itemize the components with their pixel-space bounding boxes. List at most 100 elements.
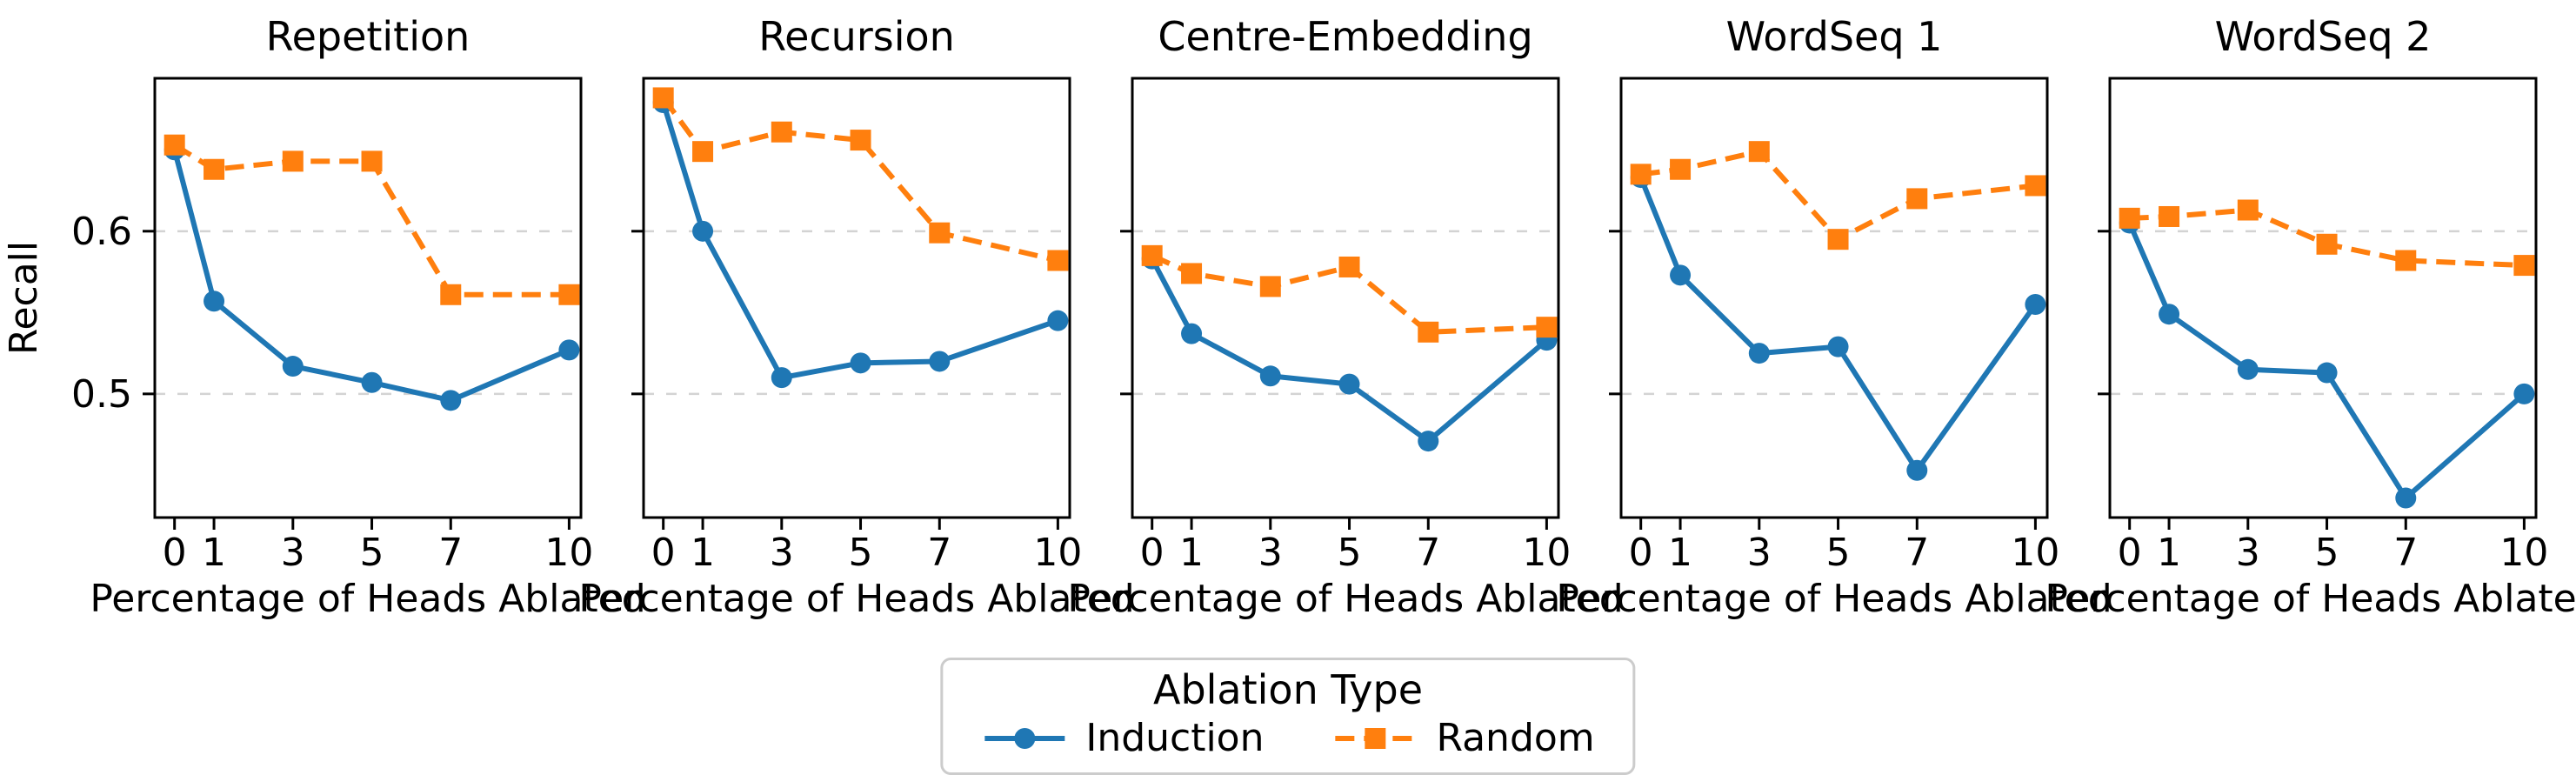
x-tick-label: 7	[438, 531, 463, 575]
x-tick-label: 10	[2499, 531, 2548, 575]
plot-border	[1619, 77, 2049, 519]
random-line	[661, 96, 1059, 264]
x-axis-label: Percentage of Heads Ablated	[2045, 577, 2576, 621]
induction-data-point-marker	[1670, 264, 1692, 286]
induction-data-point-marker	[204, 291, 225, 312]
x-axis-label: Percentage of Heads Ablated	[1067, 577, 1623, 621]
x-tick-label: 7	[927, 531, 951, 575]
x-tick-label: 0	[1629, 531, 1653, 575]
induction-data-point-marker	[1047, 310, 1069, 331]
plot-border	[153, 77, 583, 519]
random-data-point-marker	[1906, 188, 1928, 210]
random-data-point-marker	[652, 87, 674, 109]
x-tick-label: 1	[691, 531, 715, 575]
subplot-wordseq-2: 0 1 3 5 7 10 WordSeq 2 Percentage of Heads Abla…	[2045, 13, 2576, 621]
legend-sample-marker	[1365, 727, 1386, 749]
random-data-point-marker	[2316, 233, 2338, 255]
random-data-point-marker	[164, 134, 185, 156]
x-axis-label: Percentage of Heads Ablated	[90, 577, 645, 621]
x-tick-label: 3	[2236, 531, 2260, 575]
induction-data-point-marker	[2395, 487, 2417, 509]
induction-data-point-marker	[1338, 373, 1360, 395]
plot-border	[642, 77, 1071, 519]
x-tick-label: 5	[360, 531, 384, 575]
legend-entry-label: Induction	[1085, 716, 1265, 760]
induction-data-point-marker	[361, 371, 383, 393]
subplot-wordseq-1: 0 1 3 5 7 10 WordSeq 1 Percentage of Heads Abla…	[1556, 13, 2112, 621]
x-tick-label: 5	[1338, 531, 1362, 575]
legend-box: Ablation Type Induction Random	[940, 658, 1636, 775]
induction-data-point-marker	[1259, 365, 1281, 387]
random-data-point-marker	[771, 121, 792, 143]
induction-line	[2126, 222, 2526, 501]
random-data-point-marker	[929, 222, 951, 244]
random-data-point-marker	[1338, 256, 1360, 277]
x-tick-label: 3	[1747, 531, 1772, 575]
induction-data-point-marker	[771, 367, 792, 389]
subplot-recursion: 0 1 3 5 7 10 Recursion Percentage of Heads Abla…	[578, 13, 1134, 621]
induction-data-point-marker	[1181, 323, 1203, 344]
induction-data-point-marker	[692, 220, 714, 242]
induction-data-point-marker	[2513, 383, 2535, 404]
x-tick-label: 7	[1905, 531, 1929, 575]
dashed-square-marker-icon	[1335, 727, 1416, 749]
legend-entries: Induction Random	[981, 716, 1595, 760]
x-tick-label: 0	[163, 531, 187, 575]
plot-border	[2108, 77, 2538, 519]
x-tick-label: 0	[1140, 531, 1165, 575]
legend-entry-induction: Induction	[981, 716, 1264, 760]
x-tick-label: 0	[2118, 531, 2142, 575]
induction-line	[171, 149, 571, 404]
random-data-point-marker	[1141, 244, 1163, 266]
random-data-point-marker	[2119, 207, 2140, 229]
induction-data-point-marker	[850, 352, 871, 374]
x-tick-label: 7	[2393, 531, 2418, 575]
x-tick-label: 10	[1522, 531, 1571, 575]
induction-data-point-marker	[2237, 358, 2259, 380]
induction-data-point-marker	[1827, 336, 1849, 357]
induction-data-point-marker	[2025, 293, 2046, 315]
random-data-point-marker	[2513, 255, 2535, 277]
x-tick-label: 5	[849, 531, 873, 575]
x-tick-label: 1	[1179, 531, 1204, 575]
legend-title: Ablation Type	[1152, 666, 1424, 713]
random-line	[1640, 149, 2036, 243]
subplot-title: Repetition	[266, 13, 470, 60]
x-tick-label: 10	[2011, 531, 2059, 575]
random-data-point-marker	[1827, 229, 1849, 251]
x-tick-label: 5	[1826, 531, 1851, 575]
x-axis-label: Percentage of Heads Ablated	[578, 577, 1134, 621]
random-data-point-marker	[282, 150, 304, 172]
induction-line	[1638, 176, 2038, 473]
induction-data-point-marker	[1748, 343, 1770, 364]
subplot-centre-embedding: 0 1 3 5 7 10 Centre-Embedding Percentage of Hea…	[1067, 13, 1623, 621]
x-tick-label: 0	[651, 531, 676, 575]
random-data-point-marker	[1259, 276, 1281, 297]
legend-entry-label: Random	[1436, 716, 1595, 760]
random-data-point-marker	[1630, 164, 1652, 185]
x-tick-label: 1	[2157, 531, 2181, 575]
x-tick-label: 1	[202, 531, 226, 575]
random-data-point-marker	[692, 141, 714, 163]
subplot-title: WordSeq 1	[1726, 13, 1943, 60]
induction-data-point-marker	[1906, 459, 1928, 481]
legend-sample-marker	[1014, 727, 1036, 749]
induction-data-point-marker	[929, 351, 951, 372]
random-data-point-marker	[2025, 175, 2046, 197]
induction-data-point-marker	[1418, 431, 1439, 452]
x-tick-label: 3	[281, 531, 305, 575]
x-tick-label: 3	[1258, 531, 1283, 575]
random-data-point-marker	[440, 284, 462, 305]
subplot-title: WordSeq 2	[2215, 13, 2432, 60]
induction-line	[660, 102, 1059, 381]
random-data-point-marker	[1748, 141, 1770, 163]
y-axis-label: Recall	[2, 241, 46, 355]
random-data-point-marker	[2395, 250, 2417, 271]
x-tick-label: 3	[770, 531, 794, 575]
random-data-point-marker	[1536, 317, 1558, 338]
induction-data-point-marker	[558, 339, 580, 361]
random-data-point-marker	[204, 158, 225, 180]
random-data-point-marker	[361, 150, 383, 172]
y-tick-label: 0.6	[71, 210, 132, 254]
